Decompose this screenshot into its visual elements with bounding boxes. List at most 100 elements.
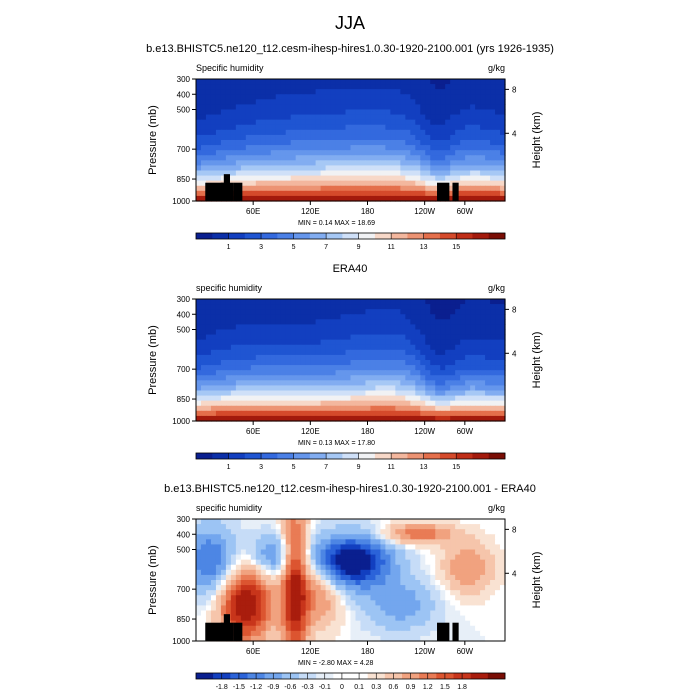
colorbar-label: 0.1	[354, 684, 364, 691]
y-tick-label: 850	[177, 395, 191, 404]
colorbar-swatch	[439, 233, 457, 239]
colorbar-swatch	[488, 233, 506, 239]
variable-label: specific humidity	[196, 283, 263, 293]
colorbar-label: 1	[227, 244, 231, 251]
colorbar-label: 1.8	[457, 684, 467, 691]
plot-frame	[195, 78, 506, 202]
colorbar-swatch	[488, 453, 506, 459]
y-tick-label: 400	[177, 310, 191, 319]
colorbar-swatch	[472, 233, 490, 239]
colorbar-swatch	[309, 453, 327, 459]
colorbar: 1 3 5 7 9 11 13 15	[195, 232, 506, 251]
y-tick-label: 850	[177, 615, 191, 624]
y-axis-label: Pressure (mb)	[147, 545, 159, 615]
y-right-tick-label: 8	[512, 525, 517, 534]
y-right-tick-label: 4	[512, 569, 517, 578]
y-tick-label: 500	[177, 106, 191, 115]
y-tick-label: 700	[177, 365, 191, 374]
colorbar-swatch	[487, 673, 506, 679]
colorbar-label: 9	[357, 464, 361, 471]
colorbar-swatch	[309, 233, 327, 239]
plot-frame	[195, 518, 506, 642]
y-tick-label: 700	[177, 585, 191, 594]
colorbar-label: -0.3	[302, 684, 314, 691]
topography-mask	[205, 614, 459, 641]
colorbar-swatch	[196, 233, 213, 239]
colorbar-swatch	[407, 453, 424, 459]
colorbar-swatch	[293, 233, 311, 239]
variable-label: Specific humidity	[196, 63, 264, 73]
min-max-stats: MIN = -2.80 MAX = 4.28	[298, 660, 374, 667]
colorbar-label: 7	[324, 244, 328, 251]
colorbar-swatch	[196, 673, 214, 679]
units-label: g/kg	[488, 63, 505, 73]
y-tick-label: 500	[177, 546, 191, 555]
y-tick-label: 850	[177, 175, 191, 184]
x-tick-label: 180	[361, 207, 375, 216]
plot-frame	[195, 298, 506, 422]
colorbar-swatch	[277, 453, 294, 459]
colorbar-label: -0.6	[284, 684, 296, 691]
y-tick-label: 1000	[172, 637, 190, 646]
x-tick-label: 60E	[246, 427, 260, 436]
colorbar-label: 15	[452, 464, 460, 471]
y-tick-label: 1000	[172, 417, 190, 426]
colorbar-swatch	[277, 233, 294, 239]
colorbar-swatch	[228, 233, 246, 239]
colorbar-label: 3	[259, 244, 263, 251]
x-tick-label: 60E	[246, 647, 260, 656]
colorbar: -1.8 -1.5 -1.2 -0.9 -0.6 -0.3 -0.1 0 0.1 0.3 0.6 0.…	[195, 672, 506, 691]
colorbar-label: -1.2	[250, 684, 262, 691]
colorbar-label: 9	[357, 244, 361, 251]
y-axis-label-right: Height (km)	[531, 552, 543, 609]
colorbar-swatch	[228, 453, 246, 459]
colorbar-swatch	[470, 673, 489, 679]
colorbar-swatch	[472, 453, 490, 459]
figure-title: JJA	[335, 13, 365, 33]
y-tick-label: 300	[177, 75, 191, 84]
colorbar: 1 3 5 7 9 11 13 15	[195, 452, 506, 471]
colorbar-label: 11	[388, 244, 395, 251]
colorbar-swatch	[244, 453, 262, 459]
colorbar-swatch	[439, 453, 457, 459]
colorbar-label: 7	[324, 464, 328, 471]
colorbar-swatch	[342, 233, 359, 239]
y-axis-label-right: Height (km)	[531, 112, 543, 169]
colorbar-swatch	[456, 453, 473, 459]
x-tick-label: 120E	[301, 647, 320, 656]
colorbar-label: 3	[259, 464, 263, 471]
colorbar-swatch	[358, 233, 376, 239]
y-right-tick-label: 4	[512, 349, 517, 358]
colorbar-label: -0.9	[267, 684, 279, 691]
y-axis-label: Pressure (mb)	[147, 325, 159, 395]
min-max-stats: MIN = 0.13 MAX = 17.80	[298, 440, 375, 447]
variable-label: specific humidity	[196, 503, 263, 513]
colorbar-label: 13	[420, 244, 428, 251]
panels: b.e13.BHISTC5.ne120_t12.cesm-ihesp-hires…	[146, 43, 554, 691]
x-tick-label: 120W	[414, 427, 435, 436]
colorbar-label: 1.2	[423, 684, 433, 691]
colorbar-frame	[195, 232, 506, 240]
panel-title: b.e13.BHISTC5.ne120_t12.cesm-ihesp-hires…	[146, 43, 554, 55]
chart-panel-1: b.e13.BHISTC5.ne120_t12.cesm-ihesp-hires…	[146, 43, 554, 251]
y-tick-label: 400	[177, 530, 191, 539]
chart-panel-3: b.e13.BHISTC5.ne120_t12.cesm-ihesp-hires…	[147, 483, 543, 691]
units-label: g/kg	[488, 503, 505, 513]
panel-title: b.e13.BHISTC5.ne120_t12.cesm-ihesp-hires…	[164, 483, 536, 495]
panel-title: ERA40	[333, 263, 368, 275]
colorbar-swatch	[358, 453, 376, 459]
colorbar-swatch	[326, 453, 343, 459]
y-tick-label: 700	[177, 145, 191, 154]
colorbar-label: -1.8	[216, 684, 228, 691]
topography-mask	[205, 174, 459, 201]
y-axis-label-right: Height (km)	[531, 332, 543, 389]
colorbar-swatch	[423, 233, 441, 239]
y-axis-label: Pressure (mb)	[147, 105, 159, 175]
heatmap-field	[196, 299, 506, 422]
x-tick-label: 60W	[457, 207, 474, 216]
colorbar-swatch	[423, 453, 441, 459]
x-tick-label: 60W	[457, 647, 474, 656]
colorbar-swatch	[244, 233, 262, 239]
colorbar-label: -1.5	[233, 684, 245, 691]
